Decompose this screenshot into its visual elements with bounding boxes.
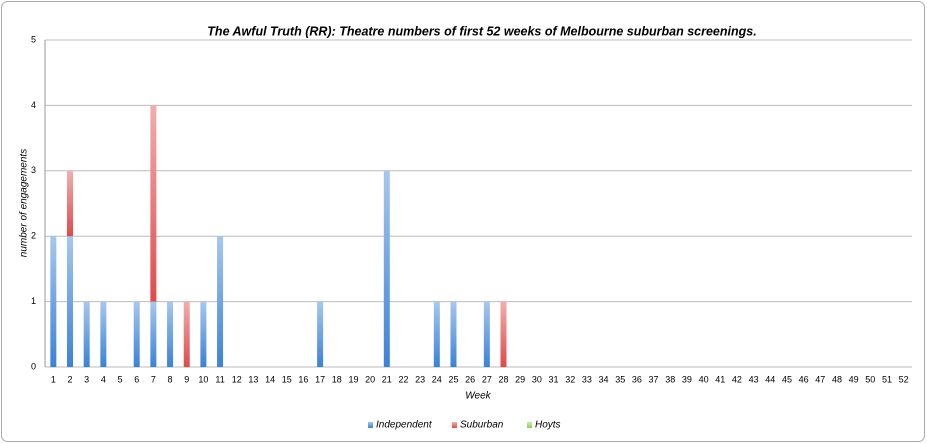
x-tick-label: 4 <box>101 374 106 384</box>
x-tick-label: 2 <box>68 374 73 384</box>
x-tick-label: 37 <box>649 374 659 384</box>
x-tick-label: 27 <box>482 374 492 384</box>
legend-marker <box>527 422 532 428</box>
x-tick-label: 16 <box>298 374 308 384</box>
x-tick-label: 6 <box>134 374 139 384</box>
bar <box>217 236 224 367</box>
y-tick-label: 0 <box>31 361 36 371</box>
y-axis-label: number of engagements <box>19 149 30 257</box>
bar <box>100 301 107 367</box>
legend-label: Independent <box>376 420 433 431</box>
x-tick-label: 7 <box>151 374 156 384</box>
x-tick-label: 38 <box>665 374 675 384</box>
bar <box>500 301 507 367</box>
y-tick-label: 4 <box>31 100 36 110</box>
x-tick-label: 22 <box>398 374 408 384</box>
x-tick-label: 13 <box>248 374 258 384</box>
x-tick-label: 18 <box>332 374 342 384</box>
bar <box>67 170 74 237</box>
x-tick-label: 30 <box>532 374 542 384</box>
y-tick-label: 5 <box>31 34 36 44</box>
legend-marker <box>368 422 373 428</box>
x-tick-label: 19 <box>348 374 358 384</box>
x-tick-label: 46 <box>799 374 809 384</box>
legend-marker <box>452 422 457 428</box>
x-tick-label: 28 <box>499 374 509 384</box>
x-tick-label: 17 <box>315 374 325 384</box>
x-tick-label: 44 <box>765 374 775 384</box>
x-tick-label: 15 <box>282 374 292 384</box>
x-tick-label: 41 <box>715 374 725 384</box>
bar <box>150 301 157 367</box>
x-tick-label: 12 <box>232 374 242 384</box>
x-tick-label: 9 <box>184 374 189 384</box>
x-tick-label: 32 <box>565 374 575 384</box>
x-tick-label: 20 <box>365 374 375 384</box>
bar <box>450 301 457 367</box>
x-tick-label: 21 <box>382 374 392 384</box>
x-tick-label: 14 <box>265 374 275 384</box>
x-tick-label: 8 <box>168 374 173 384</box>
bar <box>317 301 324 367</box>
x-axis-label: Week <box>465 391 491 402</box>
x-tick-label: 24 <box>432 374 442 384</box>
x-tick-label: 11 <box>215 374 224 384</box>
x-tick-label: 40 <box>699 374 709 384</box>
x-tick-label: 39 <box>682 374 692 384</box>
y-tick-label: 3 <box>31 165 36 175</box>
bar <box>50 236 57 367</box>
x-tick-label: 33 <box>582 374 592 384</box>
x-tick-label: 51 <box>882 374 892 384</box>
bar <box>433 301 440 367</box>
x-tick-label: 5 <box>118 374 123 384</box>
x-tick-label: 43 <box>749 374 759 384</box>
bar <box>67 236 74 367</box>
y-tick-label: 1 <box>31 296 36 306</box>
x-tick-label: 47 <box>815 374 825 384</box>
bar <box>83 301 90 367</box>
x-tick-label: 52 <box>899 374 909 384</box>
x-tick-label: 3 <box>84 374 89 384</box>
bar <box>167 301 174 367</box>
bar <box>383 170 390 367</box>
bar <box>133 301 140 367</box>
x-tick-label: 49 <box>849 374 859 384</box>
x-tick-label: 26 <box>465 374 475 384</box>
x-tick-label: 25 <box>448 374 458 384</box>
x-tick-label: 48 <box>832 374 842 384</box>
legend-label: Suburban <box>460 420 504 431</box>
x-tick-label: 50 <box>865 374 875 384</box>
bar <box>483 301 490 367</box>
x-tick-label: 1 <box>51 374 56 384</box>
bar <box>200 301 207 367</box>
bar <box>183 301 190 367</box>
legend-label: Hoyts <box>535 420 561 431</box>
y-tick-label: 2 <box>31 231 36 241</box>
x-tick-label: 10 <box>198 374 208 384</box>
bar <box>150 105 157 302</box>
chart-title: The Awful Truth (RR): Theatre numbers of… <box>207 24 756 38</box>
x-tick-label: 35 <box>615 374 625 384</box>
x-tick-label: 34 <box>599 374 609 384</box>
x-tick-label: 23 <box>415 374 425 384</box>
x-tick-label: 29 <box>515 374 525 384</box>
x-tick-label: 36 <box>632 374 642 384</box>
x-tick-label: 42 <box>732 374 742 384</box>
x-tick-label: 31 <box>549 374 559 384</box>
x-tick-label: 45 <box>782 374 792 384</box>
